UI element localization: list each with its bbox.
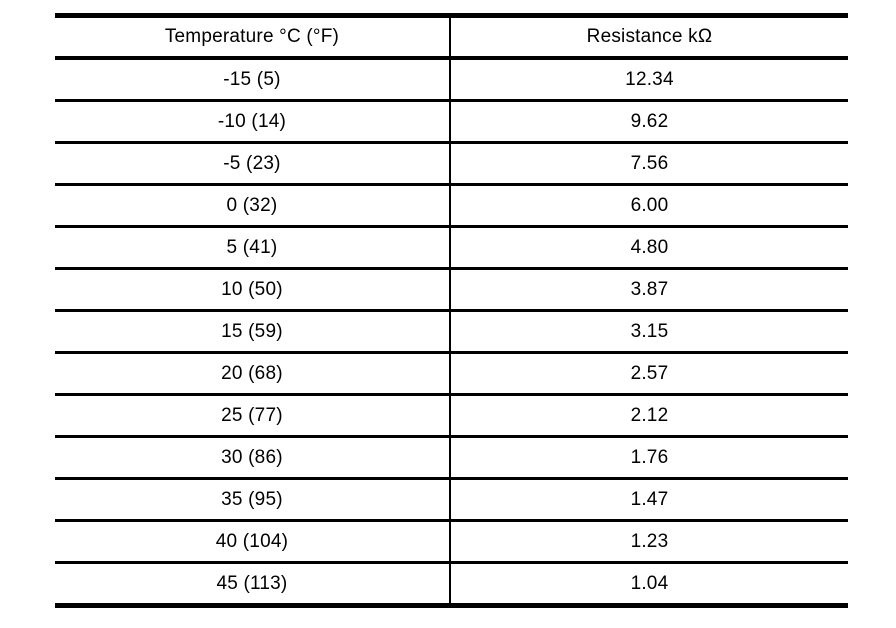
resistance-cell: 12.34: [449, 58, 848, 102]
table-row: 45 (113) 1.04: [55, 562, 848, 606]
table-row: 25 (77) 2.12: [55, 394, 848, 438]
table-row: 20 (68) 2.57: [55, 352, 848, 396]
table-row: 40 (104) 1.23: [55, 520, 848, 564]
table-row: 5 (41) 4.80: [55, 226, 848, 270]
temperature-column-header: Temperature °C (°F): [55, 15, 451, 60]
resistance-cell: 7.56: [449, 142, 848, 186]
temperature-cell: 35 (95): [55, 478, 451, 522]
resistance-cell: 3.87: [449, 268, 848, 312]
temperature-cell: 0 (32): [55, 184, 451, 228]
temperature-cell: 25 (77): [55, 394, 451, 438]
resistance-cell: 6.00: [449, 184, 848, 228]
table-row: -5 (23) 7.56: [55, 142, 848, 186]
resistance-cell: 4.80: [449, 226, 848, 270]
table-header: Temperature °C (°F) Resistance kΩ: [55, 15, 848, 60]
temperature-resistance-table-container: Temperature °C (°F) Resistance kΩ -15 (5…: [55, 13, 848, 608]
resistance-cell: 2.57: [449, 352, 848, 396]
temperature-cell: 30 (86): [55, 436, 451, 480]
temperature-cell: 20 (68): [55, 352, 451, 396]
table-row: -15 (5) 12.34: [55, 58, 848, 102]
resistance-cell: 1.76: [449, 436, 848, 480]
temperature-cell: 5 (41): [55, 226, 451, 270]
temperature-cell: -15 (5): [55, 58, 451, 102]
table-row: 15 (59) 3.15: [55, 310, 848, 354]
temperature-cell: 45 (113): [55, 562, 451, 606]
resistance-cell: 1.04: [449, 562, 848, 606]
temperature-resistance-table: Temperature °C (°F) Resistance kΩ -15 (5…: [55, 13, 848, 608]
temperature-cell: 10 (50): [55, 268, 451, 312]
temperature-cell: 40 (104): [55, 520, 451, 564]
table-row: -10 (14) 9.62: [55, 100, 848, 144]
resistance-cell: 9.62: [449, 100, 848, 144]
resistance-cell: 2.12: [449, 394, 848, 438]
table-row: 35 (95) 1.47: [55, 478, 848, 522]
temperature-cell: 15 (59): [55, 310, 451, 354]
temperature-cell: -5 (23): [55, 142, 451, 186]
resistance-column-header: Resistance kΩ: [449, 15, 848, 60]
table-row: 10 (50) 3.87: [55, 268, 848, 312]
table-body: -15 (5) 12.34 -10 (14) 9.62 -5 (23) 7.56 0 (32…: [55, 58, 848, 606]
resistance-cell: 3.15: [449, 310, 848, 354]
table-row: 30 (86) 1.76: [55, 436, 848, 480]
table-row: 0 (32) 6.00: [55, 184, 848, 228]
temperature-cell: -10 (14): [55, 100, 451, 144]
resistance-cell: 1.47: [449, 478, 848, 522]
table-header-row: Temperature °C (°F) Resistance kΩ: [55, 15, 848, 60]
resistance-cell: 1.23: [449, 520, 848, 564]
